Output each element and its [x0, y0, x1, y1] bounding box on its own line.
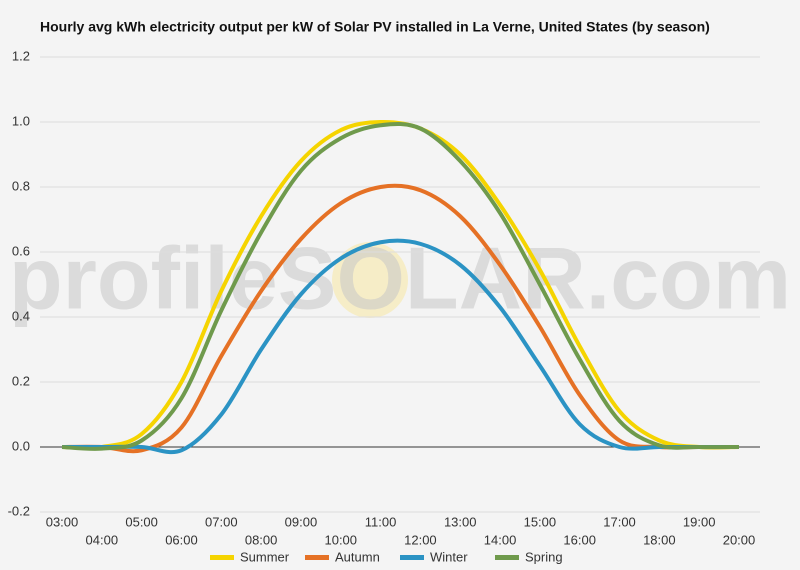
watermark-sun	[332, 242, 408, 318]
x-tick-label: 04:00	[86, 532, 119, 547]
y-tick-label: 0.8	[12, 178, 30, 193]
legend-swatch	[495, 555, 519, 560]
x-tick-label: 12:00	[404, 532, 437, 547]
y-tick-label: -0.2	[8, 503, 30, 518]
x-tick-label: 11:00	[365, 514, 397, 529]
y-tick-label: 1.0	[12, 113, 30, 128]
legend-swatch	[400, 555, 424, 560]
x-tick-label: 18:00	[643, 532, 676, 547]
series-line	[61, 183, 739, 454]
x-tick-label: 14:00	[484, 532, 517, 547]
chart-title: Hourly avg kWh electricity output per kW…	[40, 19, 710, 35]
x-tick-label: 07:00	[205, 514, 238, 529]
y-tick-label: 1.2	[12, 48, 30, 63]
legend-swatch	[210, 555, 234, 560]
y-tick-label: 0.4	[12, 308, 30, 323]
legend-label: Autumn	[335, 549, 380, 564]
x-tick-label: 15:00	[524, 514, 557, 529]
series-line	[62, 238, 739, 455]
y-tick-label: 0.6	[12, 243, 30, 258]
y-tick-label: 0.2	[12, 373, 30, 388]
x-tick-label: 05:00	[125, 514, 158, 529]
watermark: profileSOLAR.com	[9, 228, 791, 327]
x-tick-label: 06:00	[165, 532, 198, 547]
x-tick-label: 09:00	[285, 514, 318, 529]
x-tick-label: 08:00	[245, 532, 278, 547]
x-tick-label: 03:00	[46, 514, 79, 529]
series-line	[61, 121, 740, 451]
x-tick-label: 16:00	[563, 532, 596, 547]
legend-label: Summer	[240, 549, 290, 564]
legend-swatch	[305, 555, 329, 560]
legend-label: Winter	[430, 549, 468, 564]
x-tick-label: 17:00	[603, 514, 636, 529]
x-tick-label: 10:00	[324, 532, 357, 547]
legend-label: Spring	[525, 549, 563, 564]
x-tick-label: 13:00	[444, 514, 477, 529]
y-tick-label: 0.0	[12, 438, 30, 453]
x-tick-label: 20:00	[723, 532, 756, 547]
x-tick-label: 19:00	[683, 514, 716, 529]
